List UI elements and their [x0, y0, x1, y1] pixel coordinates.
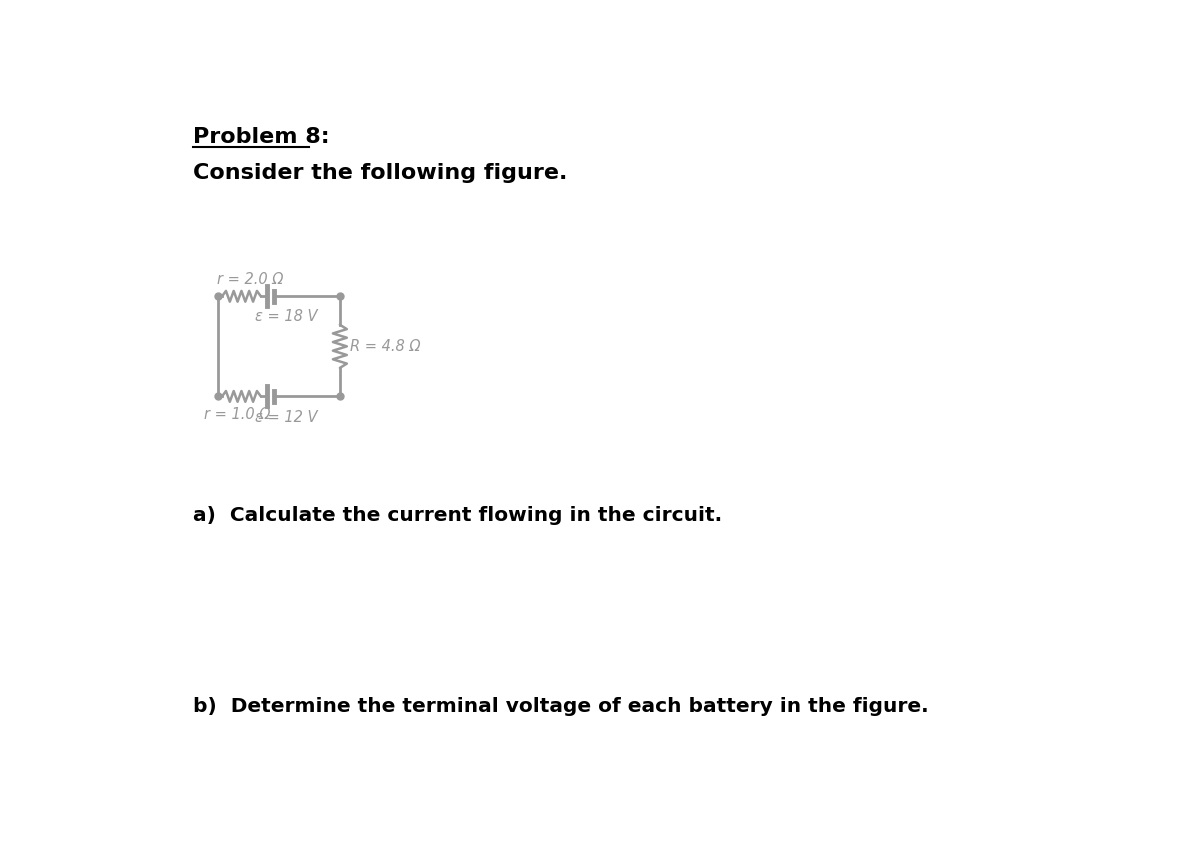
Text: R = 4.8 Ω: R = 4.8 Ω [350, 339, 420, 354]
Text: r = 1.0 Ω: r = 1.0 Ω [204, 407, 271, 421]
Text: ε = 18 V: ε = 18 V [256, 309, 318, 324]
Text: a)  Calculate the current flowing in the circuit.: a) Calculate the current flowing in the … [193, 506, 721, 525]
Text: r = 2.0 Ω: r = 2.0 Ω [217, 272, 283, 287]
Text: b)  Determine the terminal voltage of each battery in the figure.: b) Determine the terminal voltage of eac… [193, 697, 929, 716]
Text: Consider the following figure.: Consider the following figure. [193, 163, 568, 183]
Text: Problem 8:: Problem 8: [193, 127, 329, 147]
Text: ε = 12 V: ε = 12 V [256, 410, 318, 425]
